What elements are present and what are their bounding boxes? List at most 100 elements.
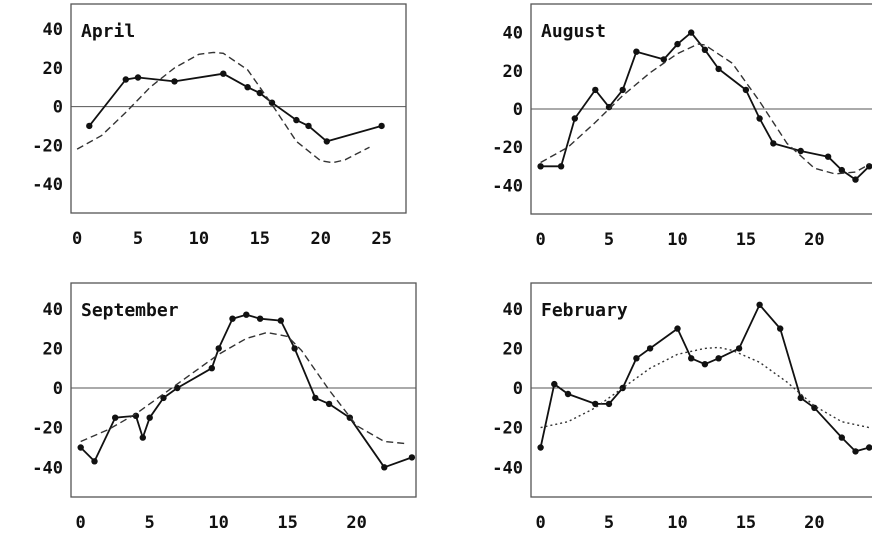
y-tick-label: -20: [32, 419, 63, 439]
y-tick-label: 20: [43, 339, 63, 359]
x-tick-label: 0: [76, 513, 86, 533]
data-point: [160, 394, 167, 402]
y-tick-label: 20: [43, 59, 63, 79]
x-tick-label: 25: [371, 229, 391, 249]
x-tick-label: 5: [133, 229, 143, 249]
observed-series-line: [540, 31, 870, 181]
x-tick-label: 15: [250, 229, 270, 249]
panel-frame: [70, 3, 407, 214]
data-point: [256, 89, 263, 97]
x-tick-label: 15: [736, 230, 756, 250]
data-point: [244, 84, 251, 91]
data-point: [86, 122, 93, 130]
data-point: [139, 434, 146, 441]
data-point: [633, 48, 640, 55]
data-point: [777, 325, 784, 332]
x-tick-label: 10: [189, 229, 209, 249]
panel-frame: [530, 282, 872, 498]
data-point: [866, 163, 872, 170]
y-tick-label: -20: [492, 419, 523, 439]
y-tick-label: -40: [32, 458, 63, 478]
data-point: [592, 400, 599, 408]
observed-series-line: [539, 303, 870, 453]
x-tick-label: 10: [208, 513, 228, 533]
x-tick-label: 20: [804, 513, 824, 533]
y-tick-label: 20: [503, 339, 523, 359]
data-point: [646, 345, 654, 352]
data-point: [866, 444, 872, 451]
fit-series-line: [80, 331, 406, 445]
data-point: [381, 464, 388, 471]
y-tick-label: -40: [492, 176, 523, 196]
data-point: [293, 116, 300, 124]
fit-series-line: [76, 51, 370, 164]
y-tick-label: 20: [503, 62, 523, 82]
data-point: [605, 103, 613, 111]
data-point: [277, 317, 284, 324]
data-point: [323, 138, 330, 145]
data-point: [91, 458, 98, 465]
panel-august: 40 20 0 -20 -40 0 5 10 15 20: [492, 3, 872, 250]
y-tick-label: 40: [503, 300, 523, 320]
fit-series-line: [540, 43, 870, 175]
data-point: [838, 434, 845, 441]
data-point: [715, 65, 722, 73]
data-point: [797, 147, 804, 155]
y-tick-label: -40: [32, 175, 63, 195]
x-tick-label: 20: [310, 229, 330, 249]
data-point: [756, 301, 763, 308]
data-point: [824, 153, 832, 160]
x-tick-label: 5: [604, 230, 614, 250]
data-point: [564, 390, 572, 398]
panel-title-backing: [538, 21, 610, 42]
data-point: [229, 315, 236, 322]
x-tick-label: 20: [804, 230, 824, 250]
data-point: [605, 400, 613, 408]
y-tick-label: 40: [43, 300, 63, 320]
y-tick-label: 40: [503, 24, 523, 44]
data-point: [660, 56, 667, 63]
y-tick-label: 0: [53, 379, 63, 399]
data-point: [735, 345, 743, 352]
data-point: [220, 70, 227, 77]
data-point: [674, 40, 681, 48]
fit-series-line: [540, 346, 870, 429]
y-tick-label: 0: [53, 98, 63, 118]
data-point: [146, 414, 153, 421]
data-point: [770, 140, 777, 147]
data-point: [77, 444, 84, 451]
panel-title: September: [81, 300, 179, 321]
x-tick-label: 15: [736, 513, 756, 533]
y-tick-label: 0: [513, 100, 523, 120]
data-point: [838, 166, 845, 174]
data-point: [551, 380, 558, 388]
data-point: [571, 115, 578, 122]
data-point: [811, 404, 818, 411]
data-point: [134, 74, 142, 81]
x-tick-label: 0: [535, 230, 545, 250]
data-point: [537, 163, 544, 170]
panel-april: 40 20 0 -20 -40 0 5 10 15 20 25: [32, 3, 407, 249]
data-point: [688, 29, 695, 36]
data-point: [408, 454, 416, 461]
panel-frame: [70, 282, 417, 498]
data-point: [619, 86, 626, 94]
panel-september: 40 20 0 -20 -40 0 5 10 15 20: [32, 282, 417, 533]
data-point: [312, 394, 319, 402]
data-point: [325, 400, 333, 408]
panel-february: 40 20 0 -20 -40 0 5 10 15 20: [492, 282, 872, 533]
data-point: [557, 163, 565, 170]
data-point: [208, 365, 215, 372]
data-point: [701, 46, 709, 53]
data-point: [305, 122, 312, 130]
x-tick-label: 10: [667, 513, 687, 533]
data-point: [756, 115, 763, 122]
data-point: [633, 355, 640, 362]
observed-series-line: [80, 313, 413, 469]
x-tick-label: 10: [667, 230, 687, 250]
y-tick-label: 40: [43, 20, 63, 40]
y-tick-label: 0: [513, 379, 523, 399]
data-point: [243, 311, 250, 318]
data-point: [537, 444, 544, 451]
